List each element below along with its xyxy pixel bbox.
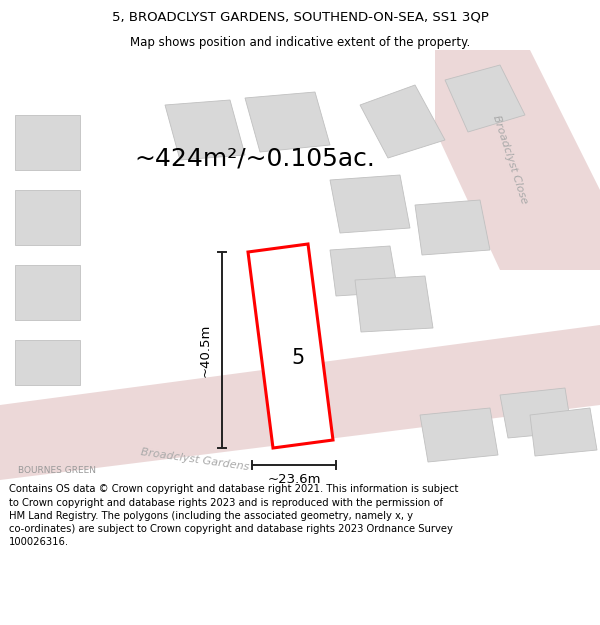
Text: ~424m²/~0.105ac.: ~424m²/~0.105ac. [134,146,376,170]
Polygon shape [15,115,80,170]
Polygon shape [445,65,525,132]
Text: BOURNES GREEN: BOURNES GREEN [18,466,96,475]
Polygon shape [530,408,597,456]
Polygon shape [165,100,245,160]
Polygon shape [500,388,572,438]
Polygon shape [420,408,498,462]
Text: Broadclyst Gardens: Broadclyst Gardens [140,448,250,472]
Polygon shape [15,340,80,385]
Text: Map shows position and indicative extent of the property.: Map shows position and indicative extent… [130,36,470,49]
Polygon shape [360,85,445,158]
Text: ~23.6m: ~23.6m [267,473,321,486]
Polygon shape [415,200,490,255]
Text: Contains OS data © Crown copyright and database right 2021. This information is : Contains OS data © Crown copyright and d… [9,484,458,547]
Polygon shape [245,92,330,152]
Polygon shape [330,246,398,296]
Text: 5, BROADCLYST GARDENS, SOUTHEND-ON-SEA, SS1 3QP: 5, BROADCLYST GARDENS, SOUTHEND-ON-SEA, … [112,11,488,24]
Polygon shape [0,325,600,480]
Text: 5: 5 [292,348,305,368]
Polygon shape [15,190,80,245]
Text: Broadclyst Close: Broadclyst Close [491,114,529,206]
Polygon shape [355,276,433,332]
Polygon shape [435,50,600,270]
Text: ~40.5m: ~40.5m [199,323,212,377]
Polygon shape [330,175,410,233]
Polygon shape [248,244,333,448]
Polygon shape [15,265,80,320]
